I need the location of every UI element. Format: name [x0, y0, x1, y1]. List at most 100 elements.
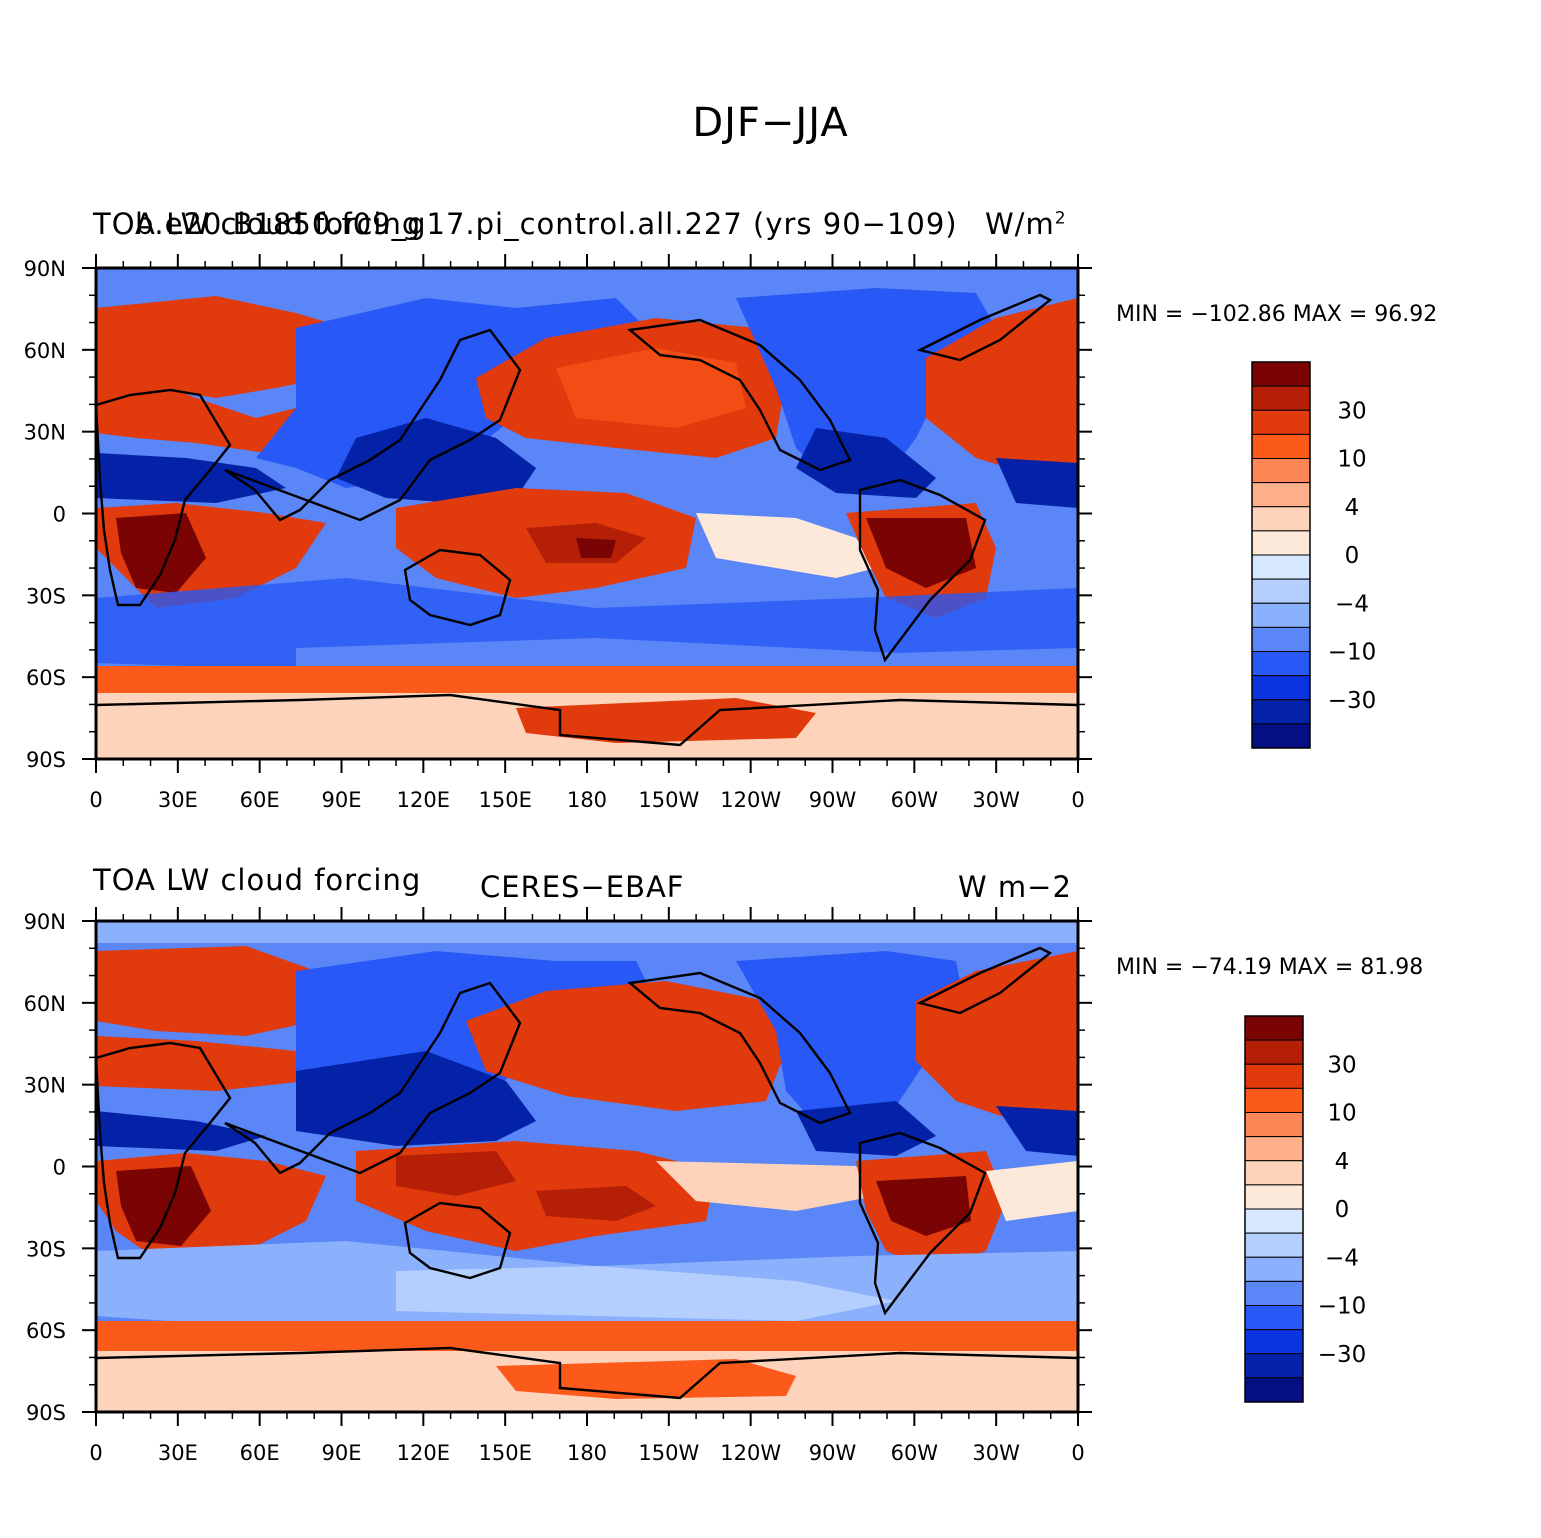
panel2-variable-header: TOA LW cloud forcing: [93, 863, 422, 897]
panel2-xtick-label: 90W: [809, 1441, 857, 1465]
panel1-xtick-label: 60W: [891, 788, 939, 812]
panel1-colorbar-swatch: [1251, 578, 1311, 604]
panel2-ytick-label: 0: [53, 1156, 66, 1180]
panel2-xtick-label: 30W: [972, 1441, 1020, 1465]
north-america-outline-2: [627, 971, 852, 1125]
australia-outline-2: [403, 1201, 512, 1280]
panel1-map: [96, 268, 1078, 759]
panel2-xtick-label: 30E: [158, 1441, 198, 1465]
panel1-xtick-label: 150E: [478, 788, 531, 812]
panel1-xtick-label: 90E: [322, 788, 362, 812]
panel2-axes: 0 30E 60E 90E 120E 150E 180 150W 120W 90W 60W 30W 09…: [24, 907, 1092, 1465]
panel2-xtick-label: 150E: [478, 1441, 531, 1465]
panel1-case-header: b.e20.B1850.f09_g17.pi_control.all.227 (…: [135, 207, 958, 241]
panel2-colorbar-label: −4: [1325, 1245, 1359, 1271]
greenland-outline: [916, 293, 1053, 362]
panel1-colorbar-label: 10: [1337, 447, 1366, 473]
panel1-colorbar-swatch: [1251, 385, 1311, 411]
panel1-colorbar-swatch: [1251, 675, 1311, 701]
panel2-xtick-label: 90E: [322, 1441, 362, 1465]
panel2-colorbar-swatch: [1244, 1329, 1304, 1355]
panel2-colorbar-label: 10: [1327, 1101, 1356, 1127]
panel1-colorbar-swatch: [1251, 699, 1311, 725]
panel2-ytick-label: 30S: [26, 1237, 66, 1261]
asia-outline-2: [224, 981, 522, 1175]
panel1-ytick-label: 30S: [26, 584, 66, 608]
panel1-units-text: W/m: [985, 207, 1055, 241]
panel2-colorbar-label: 4: [1335, 1149, 1350, 1175]
panel2-map: [96, 921, 1078, 1412]
panel1-xtick-label: 120W: [720, 788, 781, 812]
panel1-minmax: MIN = −102.86 MAX = 96.92: [1116, 302, 1438, 327]
panel1-xtick-label: 0: [1071, 788, 1084, 812]
panel2-case-header: CERES−EBAF: [480, 870, 685, 904]
panel2-xtick-label: 120W: [720, 1441, 781, 1465]
panel1-colorbar-swatch: [1251, 602, 1311, 628]
greenland-outline-2: [916, 946, 1053, 1015]
panel1-xtick-label: 60E: [240, 788, 280, 812]
panel2-ytick-label: 60N: [24, 992, 66, 1016]
panel1-colorbar-swatch: [1251, 458, 1311, 484]
panel2-units-header: W m−2: [958, 870, 1072, 904]
panel1-colorbar-label: −4: [1335, 591, 1369, 617]
panel2-colorbar-swatch: [1244, 1136, 1304, 1162]
panel2-ytick-label: 60S: [26, 1319, 66, 1343]
panel1-xtick-label: 180: [567, 788, 607, 812]
panel2-colorbar-swatch: [1244, 1377, 1304, 1403]
panel2-colorbar-outline: [1244, 1015, 1304, 1403]
panel1-colorbar-swatch: [1251, 626, 1311, 652]
panel2-colorbar-label: −10: [1318, 1294, 1367, 1320]
panel2-xtick-label: 0: [1071, 1441, 1084, 1465]
panel1-colorbar: 30 10 4 0 −4 −10 −30: [1251, 361, 1377, 749]
panel1-colorbar-swatch: [1251, 554, 1311, 580]
panel1-xtick-label: 120E: [397, 788, 450, 812]
panel1-colorbar-swatch: [1251, 361, 1311, 387]
panel2-xtick-label: 60W: [891, 1441, 939, 1465]
panel2-colorbar-swatch: [1244, 1256, 1304, 1282]
panel2-xtick-label: 150W: [638, 1441, 699, 1465]
panel1-xtick-label: 0: [89, 788, 102, 812]
panel1-variable-header: TOA LW cloud forcing: [93, 207, 422, 241]
panel1-axes: 0 30E 60E 90E 120E 150E 180 150W 120W 90W 60W 30W 09…: [24, 254, 1092, 812]
panel2-colorbar-swatch: [1244, 1232, 1304, 1258]
panel2-ytick-label: 30N: [24, 1074, 66, 1098]
south-america-outline-2: [858, 1131, 987, 1316]
panel2-colorbar-swatch: [1244, 1087, 1304, 1113]
panel1-colorbar-swatch: [1251, 433, 1311, 459]
panel1-colorbar-outline: [1251, 361, 1311, 749]
panel1-ytick-label: 90S: [26, 748, 66, 772]
panel1-colorbar-label: 30: [1337, 398, 1366, 424]
panel1-units-sup: 2: [1054, 208, 1067, 229]
panel1-ytick-label: 90N: [24, 257, 66, 281]
panel2-colorbar-swatch: [1244, 1112, 1304, 1138]
panel2-colorbar-swatch: [1244, 1063, 1304, 1089]
panel1-ytick-label: 60N: [24, 339, 66, 363]
panel1-colorbar-swatch: [1251, 530, 1311, 556]
panel1-colorbar-swatch: [1251, 651, 1311, 677]
panel2-colorbar: 30 10 4 0 −4 −10 −30: [1244, 1015, 1367, 1403]
panel1-colorbar-label: 0: [1345, 543, 1360, 569]
panel2-colorbar-swatch: [1244, 1015, 1304, 1041]
panel2-colorbar-label: 30: [1327, 1052, 1356, 1078]
panel1-units-header: W/m2: [985, 207, 1067, 241]
africa-outline-2: [96, 1041, 232, 1260]
panel1-colorbar-swatch: [1251, 482, 1311, 508]
panel1-colorbar-label: −10: [1328, 640, 1377, 666]
panel1-colorbar-swatch: [1251, 506, 1311, 532]
australia-outline: [403, 548, 512, 627]
africa-outline: [96, 388, 232, 607]
panel1-ytick-label: 60S: [26, 666, 66, 690]
panel2-colorbar-swatch: [1244, 1353, 1304, 1379]
panel2-colorbar-label: −30: [1318, 1342, 1367, 1368]
panel2-xtick-label: 0: [89, 1441, 102, 1465]
panel2-xtick-label: 120E: [397, 1441, 450, 1465]
panel1-ytick-label: 0: [53, 503, 66, 527]
panel1-ytick-label: 30N: [24, 421, 66, 445]
panel2-colorbar-swatch: [1244, 1160, 1304, 1186]
panel1-xtick-label: 150W: [638, 788, 699, 812]
panel2-ytick-label: 90S: [26, 1401, 66, 1425]
panel2-minmax: MIN = −74.19 MAX = 81.98: [1116, 955, 1424, 980]
panel2-colorbar-swatch: [1244, 1039, 1304, 1065]
panel1-colorbar-swatch: [1251, 409, 1311, 435]
